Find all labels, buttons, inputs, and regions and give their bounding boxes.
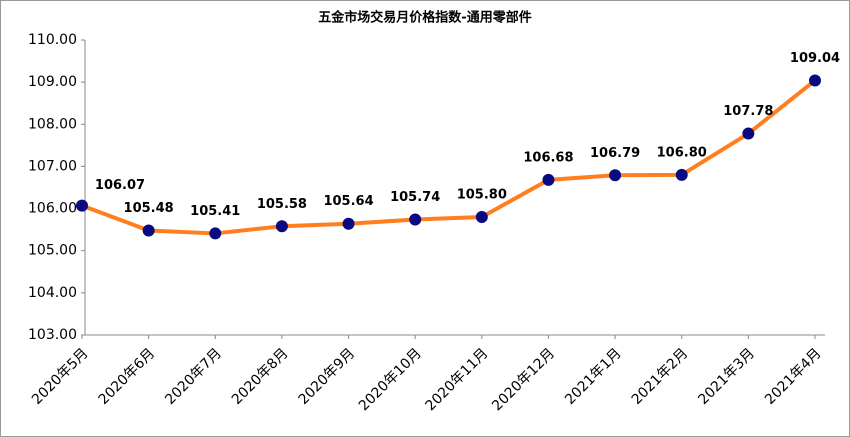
line bbox=[81, 78, 817, 236]
marker bbox=[609, 169, 622, 182]
value-label: 105.41 bbox=[190, 204, 240, 219]
y-tick-label: 110.00 bbox=[28, 32, 77, 48]
y-tick-label: 107.00 bbox=[28, 158, 77, 174]
chart-title: 五金市场交易月价格指数-通用零部件 bbox=[318, 10, 531, 26]
marker bbox=[342, 217, 355, 230]
value-label: 106.68 bbox=[523, 150, 573, 165]
value-label: 105.80 bbox=[457, 188, 507, 203]
marker bbox=[675, 168, 688, 181]
y-tick-label: 109.00 bbox=[28, 74, 77, 90]
value-label: 106.07 bbox=[95, 178, 145, 193]
marker bbox=[209, 227, 222, 240]
value-label: 107.78 bbox=[723, 104, 773, 119]
marker bbox=[542, 173, 555, 186]
marker bbox=[142, 224, 155, 237]
marker bbox=[76, 199, 88, 212]
value-label: 105.58 bbox=[257, 197, 307, 212]
value-label: 105.48 bbox=[124, 201, 174, 216]
y-tick-label: 104.00 bbox=[28, 285, 77, 301]
value-label: 109.04 bbox=[790, 51, 840, 66]
value-label: 105.64 bbox=[323, 194, 373, 209]
marker bbox=[275, 220, 288, 233]
y-tick-label: 105.00 bbox=[28, 243, 77, 259]
value-label: 106.79 bbox=[590, 146, 640, 161]
value-label: 105.74 bbox=[390, 190, 440, 205]
y-tick-label: 103.00 bbox=[28, 327, 77, 343]
marker bbox=[809, 74, 821, 87]
value-label: 106.80 bbox=[657, 145, 707, 160]
y-tick-label: 106.00 bbox=[28, 201, 77, 217]
marker bbox=[475, 211, 488, 223]
y-tick-label: 108.00 bbox=[28, 116, 77, 132]
marker bbox=[742, 127, 755, 140]
marker bbox=[409, 213, 422, 226]
